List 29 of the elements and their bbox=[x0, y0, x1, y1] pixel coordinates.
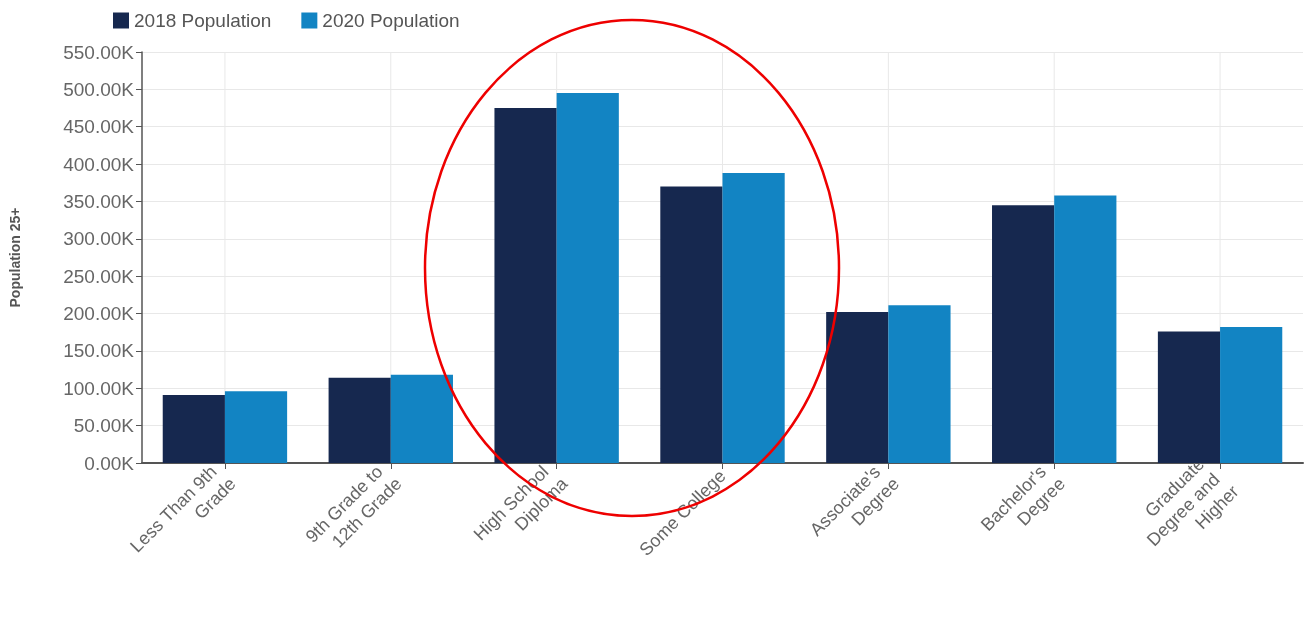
y-tick-label: 500.00K bbox=[63, 78, 135, 100]
bar bbox=[826, 312, 889, 463]
bar bbox=[162, 395, 225, 463]
y-tick-label: 200.00K bbox=[63, 303, 135, 325]
bar bbox=[1220, 327, 1283, 463]
y-tick-label: 50.00K bbox=[73, 415, 135, 437]
bar bbox=[494, 108, 557, 463]
y-tick-label: 150.00K bbox=[63, 340, 135, 362]
y-tick-label: 100.00K bbox=[63, 377, 135, 399]
y-tick-label: 550.00K bbox=[63, 41, 135, 63]
y-tick-label: 250.00K bbox=[63, 265, 135, 287]
y-tick-label: 350.00K bbox=[63, 190, 135, 212]
bar bbox=[660, 186, 723, 463]
bar bbox=[224, 391, 288, 463]
bar bbox=[888, 305, 951, 463]
bar bbox=[722, 173, 785, 463]
bar bbox=[1054, 195, 1117, 463]
y-tick-label: 400.00K bbox=[63, 153, 135, 175]
y-axis-title: Population 25+ bbox=[7, 207, 23, 308]
y-tick-label: 450.00K bbox=[63, 116, 135, 138]
legend-label: 2018 Population bbox=[134, 10, 272, 31]
bar bbox=[992, 205, 1055, 463]
y-tick-label: 0.00K bbox=[84, 452, 135, 474]
bar bbox=[390, 374, 453, 463]
y-tick-label: 300.00K bbox=[63, 228, 135, 250]
bar bbox=[328, 377, 391, 463]
bar bbox=[556, 93, 619, 463]
bar bbox=[1157, 331, 1221, 463]
legend-label: 2020 Population bbox=[322, 10, 460, 31]
